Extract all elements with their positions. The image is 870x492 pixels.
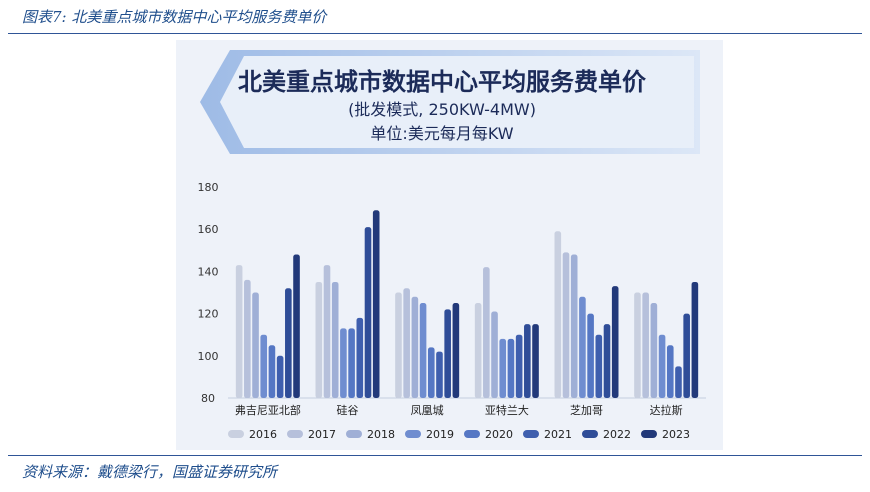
bar-2023-0 <box>293 254 300 398</box>
bar-2019-1 <box>340 328 347 398</box>
legend-swatch-2018 <box>346 430 362 438</box>
bar-2022-2 <box>444 309 451 398</box>
bar-2020-5 <box>666 345 674 398</box>
bar-2016-1 <box>315 281 323 398</box>
legend-label: 2022 <box>603 428 631 441</box>
bar-2022-3 <box>524 324 531 398</box>
legend-swatch-2019 <box>405 430 421 438</box>
bar-2016-0 <box>235 265 243 398</box>
bar-2020-1 <box>348 328 355 398</box>
bar-2016-5 <box>634 292 641 398</box>
bar-2023-3 <box>532 324 539 398</box>
source-note: 资料来源：戴德梁行，国盛证券研究所 <box>22 463 278 481</box>
y-tick-label: 160 <box>198 223 219 236</box>
bar-chart: 80 100 120 140 160 180 弗吉尼亚北部 硅谷 凤凰城 亚特兰大 芝加哥 达拉斯 20… <box>198 181 706 441</box>
bar-2019-5 <box>658 334 666 398</box>
chart-title: 北美重点城市数据中心平均服务费单价 <box>238 68 646 96</box>
bar-2022-0 <box>285 288 292 398</box>
bar-2022-1 <box>364 227 372 398</box>
bottom-divider <box>8 455 862 456</box>
category-label: 亚特兰大 <box>485 403 529 417</box>
bar-2021-4 <box>595 334 603 398</box>
bar-2018-2 <box>411 296 419 398</box>
bar-2016-4 <box>554 231 562 398</box>
bar-2021-3 <box>515 334 523 398</box>
bar-2017-5 <box>642 292 649 398</box>
bar-2019-3 <box>499 338 507 398</box>
bar-2023-5 <box>691 281 699 398</box>
category-label: 芝加哥 <box>570 404 603 417</box>
bar-2016-3 <box>474 303 482 398</box>
bar-2021-2 <box>436 351 443 398</box>
bar-2020-3 <box>507 338 515 398</box>
title-banner <box>200 50 700 154</box>
category-label: 达拉斯 <box>650 403 683 417</box>
y-tick-label: 140 <box>198 265 219 278</box>
bar-2019-4 <box>579 296 586 398</box>
y-tick-label: 80 <box>201 392 215 405</box>
legend-swatch-2023 <box>641 430 657 438</box>
legend-label: 2017 <box>308 428 336 441</box>
legend-label: 2018 <box>367 428 395 441</box>
category-label: 弗吉尼亚北部 <box>235 403 301 417</box>
bar-2023-1 <box>372 210 380 398</box>
legend-label: 2020 <box>485 428 513 441</box>
category-label: 硅谷 <box>337 404 359 417</box>
bar-2017-0 <box>244 279 251 398</box>
bar-2017-1 <box>323 265 331 398</box>
y-tick-label: 100 <box>198 350 219 363</box>
legend-swatch-2016 <box>228 430 244 438</box>
legend-swatch-2020 <box>464 430 480 438</box>
chart-subtitle: (批发模式, 250KW-4MW) <box>348 100 536 119</box>
bar-2020-4 <box>587 313 594 398</box>
bar-2019-2 <box>419 303 427 398</box>
bar-2017-2 <box>403 288 410 398</box>
bar-2017-4 <box>562 252 570 398</box>
bar-2021-0 <box>276 355 284 398</box>
figure-caption: 图表7: 北美重点城市数据中心平均服务费单价 <box>22 8 327 26</box>
bar-2022-5 <box>683 313 690 398</box>
legend-label: 2016 <box>249 428 277 441</box>
bar-2016-2 <box>395 292 402 398</box>
bar-2020-0 <box>268 345 276 398</box>
legend-swatch-2017 <box>287 430 303 438</box>
bar-2018-1 <box>331 281 339 398</box>
legend-label: 2023 <box>662 428 690 441</box>
legend-swatch-2022 <box>582 430 598 438</box>
top-divider <box>8 33 862 34</box>
bar-2018-3 <box>491 311 498 398</box>
bar-2019-0 <box>260 334 268 398</box>
category-label: 凤凰城 <box>411 404 444 417</box>
bar-2023-2 <box>452 303 460 398</box>
bar-2020-2 <box>427 347 435 398</box>
bar-2018-4 <box>570 254 578 398</box>
bar-2018-5 <box>650 303 658 398</box>
y-tick-label: 180 <box>198 181 219 194</box>
bar-2022-4 <box>603 324 611 398</box>
y-tick-label: 120 <box>198 308 219 321</box>
bar-2017-3 <box>483 267 490 398</box>
bar-2023-4 <box>611 286 619 398</box>
bar-2021-1 <box>356 317 364 398</box>
bar-2021-5 <box>675 366 682 398</box>
chart-unit-label: 单位:美元每月每KW <box>370 124 514 143</box>
legend-label: 2021 <box>544 428 572 441</box>
legend-label: 2019 <box>426 428 454 441</box>
legend-swatch-2021 <box>523 430 539 438</box>
bar-2018-0 <box>252 292 259 398</box>
